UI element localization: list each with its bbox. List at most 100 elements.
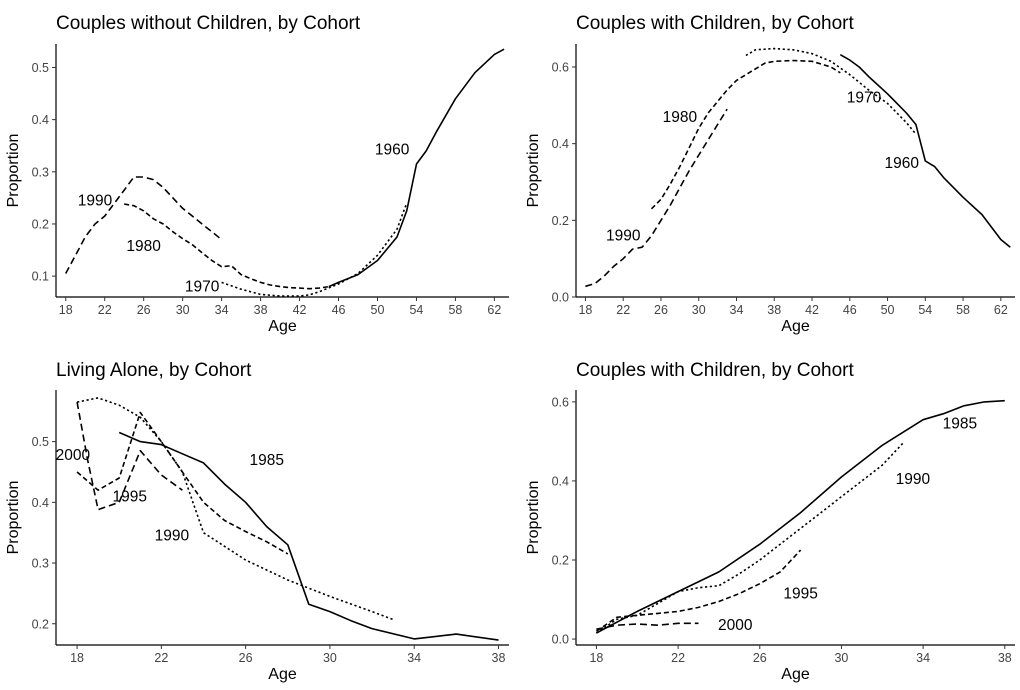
x-tick-label: 54 (918, 303, 932, 317)
series-line-1980 (124, 203, 329, 290)
x-tick-label: 26 (137, 303, 151, 317)
x-tick-label: 22 (616, 303, 630, 317)
x-tick-label: 38 (492, 651, 506, 665)
series-line-1985 (596, 399, 1005, 634)
x-tick-label: 46 (843, 303, 857, 317)
y-tick-label: 0.3 (32, 557, 49, 571)
series-label-1990: 1990 (606, 228, 641, 245)
x-tick-label: 42 (805, 303, 819, 317)
y-tick-label: 0.5 (32, 435, 49, 449)
series-label-1990: 1990 (155, 528, 190, 545)
chart-title: Living Alone, by Cohort (56, 360, 252, 381)
series-line-2000 (76, 401, 183, 511)
x-axis-title: Age (268, 318, 297, 335)
x-axis-title: Age (268, 666, 297, 683)
x-axis-title: Age (781, 318, 810, 335)
x-tick-label: 22 (98, 303, 112, 317)
series-line-1970 (221, 202, 408, 297)
chart-title: Couples with Children, by Cohort (576, 13, 854, 34)
y-tick-label: 0.4 (32, 113, 49, 127)
series-label-2000: 2000 (718, 617, 753, 634)
series-label-1985: 1985 (249, 452, 283, 469)
series-line-1990 (595, 442, 904, 634)
series-label-1970: 1970 (847, 90, 882, 107)
series-label-1995: 1995 (783, 586, 817, 603)
x-tick-label: 54 (409, 303, 423, 317)
x-tick-label: 46 (332, 303, 346, 317)
x-tick-label: 50 (881, 303, 895, 317)
series-line-1980 (650, 59, 841, 210)
series-label-2000: 2000 (56, 447, 91, 464)
x-tick-label: 18 (70, 651, 84, 665)
x-tick-label: 30 (323, 651, 337, 665)
series-line-1995 (595, 549, 802, 632)
chart-panel-4: Couples with Children, by Cohort 18 22 26 30… (525, 360, 1015, 683)
x-tick-label: 38 (767, 303, 781, 317)
y-tick-label: 0.1 (32, 270, 49, 284)
y-axis-title: Proportion (525, 134, 542, 208)
x-tick-label: 38 (254, 303, 268, 317)
y-tick-label: 0.2 (32, 217, 49, 231)
x-tick-label: 18 (59, 303, 73, 317)
series-line-1960 (839, 54, 1011, 248)
x-tick-label: 50 (371, 303, 385, 317)
series-line-1985 (118, 431, 499, 641)
chart-panel-3: Living Alone, by Cohort 18 22 26 30 34 38 0.2 0.… (5, 360, 509, 683)
y-tick-label: 0.3 (32, 165, 49, 179)
y-tick-label: 0.6 (552, 61, 569, 75)
x-tick-label: 26 (753, 651, 767, 665)
x-tick-label: 34 (215, 303, 229, 317)
series-label-1995: 1995 (113, 488, 147, 505)
x-tick-label: 34 (407, 651, 421, 665)
x-tick-label: 22 (671, 651, 685, 665)
y-tick-label: 0.2 (552, 214, 569, 228)
chart-title: Couples without Children, by Cohort (56, 13, 361, 34)
series-label-1970: 1970 (185, 279, 220, 296)
y-tick-label: 0.4 (552, 474, 569, 488)
y-tick-label: 0.2 (32, 617, 49, 631)
y-tick-label: 0.0 (552, 633, 569, 647)
x-tick-label: 62 (487, 303, 501, 317)
x-tick-label: 18 (578, 303, 592, 317)
series-line-1990 (76, 397, 394, 621)
chart-panel-2: Couples with Children, by Cohort 18 22 26 30… (525, 13, 1015, 335)
y-axis-title: Proportion (525, 481, 542, 555)
series-label-1990: 1990 (896, 471, 931, 488)
x-tick-label: 26 (239, 651, 253, 665)
y-tick-label: 0.4 (552, 137, 569, 151)
chart-panel-1: Couples without Children, by Cohort 18 22 2… (5, 13, 509, 335)
y-tick-label: 0.5 (32, 61, 49, 75)
series-line-1990 (64, 176, 223, 274)
y-tick-label: 0.0 (552, 291, 569, 305)
x-tick-label: 34 (916, 651, 930, 665)
y-tick-label: 0.4 (32, 496, 49, 510)
x-tick-label: 18 (589, 651, 603, 665)
series-line-1995 (76, 411, 289, 555)
series-line-1960 (328, 48, 505, 288)
chart-title: Couples with Children, by Cohort (576, 360, 854, 381)
series-line-1970 (745, 47, 917, 135)
x-tick-label: 34 (730, 303, 744, 317)
series-label-1960: 1960 (884, 155, 919, 172)
x-tick-label: 62 (994, 303, 1008, 317)
x-tick-label: 58 (448, 303, 462, 317)
series-label-1990: 1990 (78, 192, 113, 209)
series-line-1990 (585, 108, 728, 288)
y-axis-title: Proportion (5, 481, 22, 555)
series-line-2000 (596, 622, 699, 630)
y-tick-label: 0.2 (552, 554, 569, 568)
x-tick-label: 30 (176, 303, 190, 317)
series-label-1985: 1985 (943, 416, 977, 433)
x-axis-title: Age (781, 666, 810, 683)
series-label-1980: 1980 (663, 109, 698, 126)
y-axis-title: Proportion (5, 134, 22, 208)
y-tick-label: 0.6 (552, 395, 569, 409)
x-tick-label: 30 (834, 651, 848, 665)
x-tick-label: 42 (293, 303, 307, 317)
series-label-1960: 1960 (375, 141, 410, 158)
x-tick-label: 30 (692, 303, 706, 317)
series-label-1980: 1980 (126, 238, 161, 255)
x-tick-label: 22 (154, 651, 168, 665)
x-tick-label: 38 (998, 651, 1012, 665)
